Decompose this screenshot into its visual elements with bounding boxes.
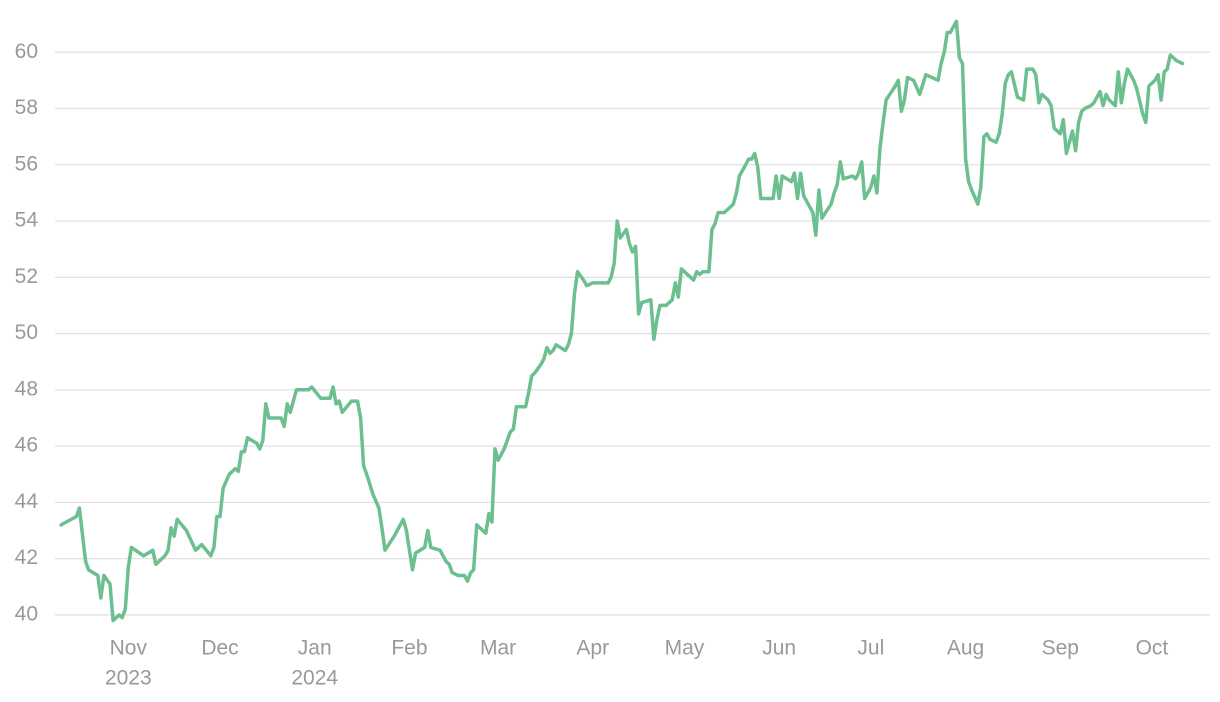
x-tick-label: Jun [762, 637, 796, 660]
x-tick-label: Jul [857, 637, 884, 660]
price-line [59, 19, 1185, 623]
x-tick-label: May [665, 637, 705, 660]
y-tick-label: 42 [15, 546, 38, 569]
x-tick-label: Aug [947, 637, 984, 660]
y-tick-label: 54 [15, 209, 39, 232]
x-tick-label: Apr [576, 637, 609, 660]
y-tick-label: 44 [15, 490, 39, 513]
x-tick-label: Nov [110, 637, 148, 660]
x-tick-label: Jan [298, 637, 332, 660]
y-tick-label: 50 [15, 321, 38, 344]
y-tick-label: 56 [15, 152, 38, 175]
x-tick-label: Oct [1136, 637, 1169, 660]
x-tick-label: Dec [201, 637, 238, 660]
y-tick-label: 52 [15, 265, 38, 288]
y-tick-label: 40 [15, 602, 38, 625]
x-year-label: 2024 [291, 667, 338, 690]
x-tick-label: Sep [1042, 637, 1079, 660]
y-tick-label: 58 [15, 96, 38, 119]
y-tick-label: 60 [15, 40, 38, 63]
y-tick-label: 46 [15, 434, 38, 457]
y-tick-label: 48 [15, 377, 38, 400]
x-tick-label: Mar [480, 637, 516, 660]
x-year-label: 2023 [105, 667, 152, 690]
x-tick-label: Feb [391, 637, 427, 660]
